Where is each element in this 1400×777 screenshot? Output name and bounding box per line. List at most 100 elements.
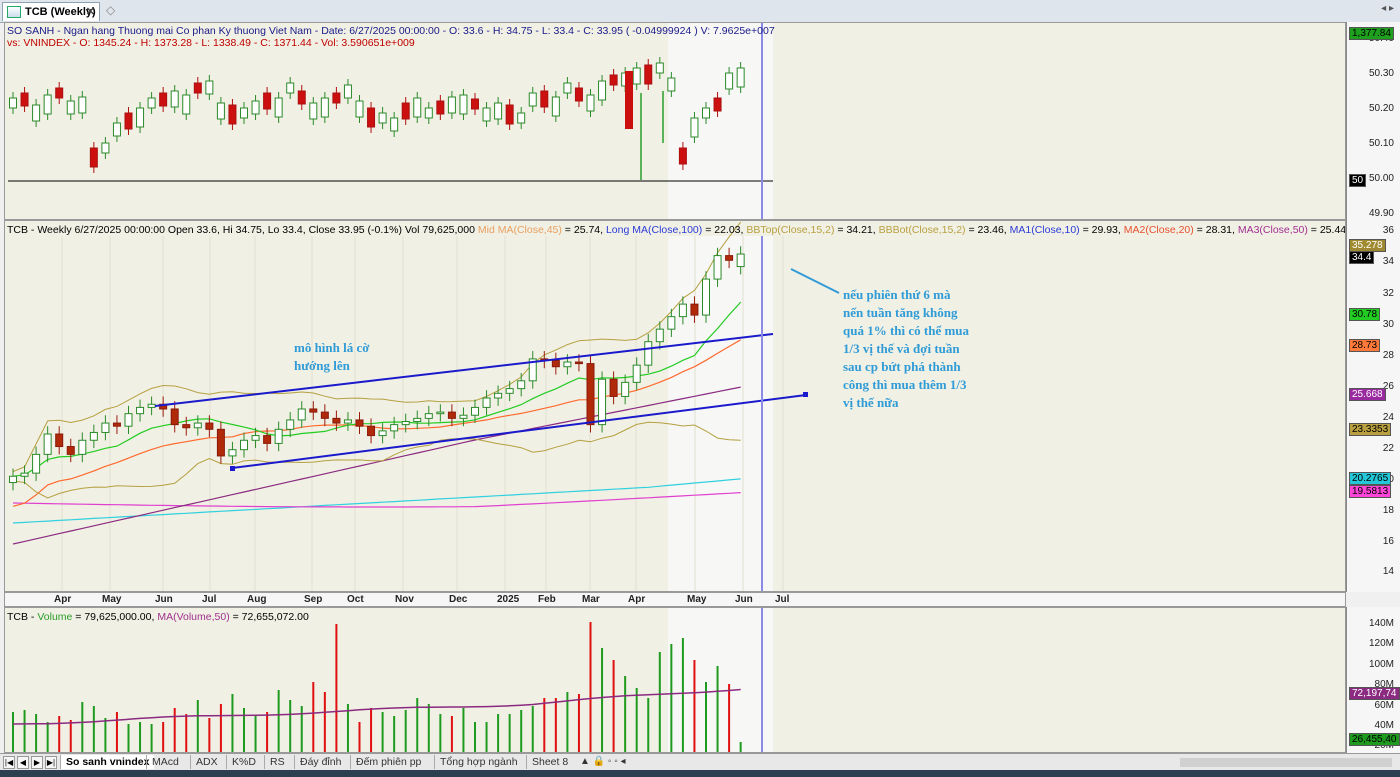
comparison-axis-tick-label: 50.30 (1368, 68, 1394, 79)
price-candle (228, 449, 237, 457)
comparison-candle (447, 96, 456, 114)
sheet-tab[interactable]: Đếm phiên pp (350, 755, 426, 769)
price-candle (574, 361, 583, 365)
comparison-candle (112, 122, 121, 137)
prev-sheet-button[interactable]: ◀ (17, 756, 29, 769)
sheet-tab[interactable]: ADX (190, 755, 223, 769)
price-candle (678, 303, 687, 318)
sheet-tab[interactable]: MAcd (146, 755, 184, 769)
price-header-segment: MA3(Close,50) (1237, 224, 1308, 236)
ma3-line (12, 386, 741, 545)
status-strip (0, 770, 1400, 777)
comparison-candle (205, 80, 214, 95)
month-label: Jun (735, 594, 753, 605)
close-icon[interactable]: ✕ (85, 6, 95, 18)
comparison-candle (424, 107, 433, 119)
price-candle (632, 364, 641, 383)
price-candle (459, 414, 468, 419)
sheet-tab[interactable]: Tổng hợp ngành (434, 755, 523, 769)
sheet-tab[interactable]: RS (264, 755, 290, 769)
price-axis-value-badge: 25.668 (1349, 388, 1386, 401)
time-axis[interactable]: Apr May Jun Jul Aug Sep Oct Nov Dec 2025 Feb Mar Apr… (4, 592, 1346, 607)
trendline-handle (230, 466, 235, 471)
price-axis[interactable]: 36343230282624222018161435.27834.430.782… (1346, 220, 1400, 592)
comparison-candle (355, 100, 364, 118)
month-label: Apr (54, 594, 72, 605)
price-candle (89, 431, 98, 441)
comparison-pane[interactable]: SO SANH - Ngan hang Thuong mai Co phan K… (4, 22, 1346, 220)
price-candle (147, 403, 156, 408)
price-header-segment: MA1(Close,10) (1009, 224, 1080, 236)
volume-header: TCB - Volume = 79,625,000.00, MA(Volume,… (7, 611, 309, 623)
sheet-tab[interactable]: Sheet 8 (526, 755, 573, 769)
month-label: Mar (582, 594, 600, 605)
comparison-candle (170, 90, 179, 108)
price-chart (9, 221, 840, 591)
comparison-candle (274, 97, 283, 118)
price-axis-value-badge: 20.2765 (1349, 472, 1392, 485)
price-candle (436, 411, 445, 415)
comparison-candle (574, 87, 583, 102)
pin-icon[interactable]: ◇ (106, 3, 116, 17)
volume-axis[interactable]: 140M120M100M80M60M40M20M72,197,7426,455,… (1346, 607, 1400, 753)
comparison-candle (193, 82, 202, 94)
comparison-candle (367, 107, 376, 128)
comparison-candle (482, 107, 491, 122)
sheet-tab[interactable]: K%D (226, 755, 261, 769)
first-sheet-button[interactable]: |◀ (3, 756, 15, 769)
month-label: Dec (449, 594, 468, 605)
comparison-candle (586, 94, 595, 112)
volume-axis-value-badge: 72,197,74 (1349, 687, 1400, 700)
comparison-candle (625, 71, 633, 129)
comparison-candle (297, 90, 306, 105)
price-axis-tick-label: 22 (1382, 443, 1394, 454)
comparison-candle (32, 104, 41, 122)
comparison-axis-tick-label: 50.10 (1368, 138, 1394, 149)
trendline-handle (803, 392, 808, 397)
price-axis-value-badge: 30.78 (1349, 308, 1381, 321)
price-axis-value-badge: 28.73 (1349, 339, 1381, 352)
volume-axis-tick-label: 140M (1368, 618, 1394, 629)
price-axis-tick-label: 24 (1382, 412, 1394, 423)
price-axis-tick-label: 28 (1382, 350, 1394, 361)
sheet-tab-bar: |◀ ◀ ▶ ▶| So sanh vnindex MAcd ADX K%D RS Đáy… (0, 753, 1400, 771)
horizontal-scrollbar[interactable] (1180, 758, 1392, 767)
price-candle (112, 422, 121, 427)
comparison-candle (725, 72, 734, 90)
price-pane[interactable]: TCB - Weekly 6/27/2025 00:00:00 Open 33.… (4, 220, 1346, 592)
sheet-tab[interactable]: So sanh vnindex (60, 755, 155, 769)
volume-axis-tick-label: 100M (1368, 659, 1394, 670)
price-candle (263, 435, 272, 444)
volume-pane[interactable]: TCB - Volume = 79,625,000.00, MA(Volume,… (4, 607, 1346, 753)
volume-axis-tick-label: 60M (1374, 700, 1394, 711)
price-candle (355, 419, 364, 427)
sheet-tab[interactable]: Đáy đỉnh (294, 755, 346, 769)
price-header-segment: = 25.74, (561, 224, 606, 236)
price-header-segment: TCB - Weekly 6/27/2025 00:00:00 Open 33.… (7, 224, 478, 236)
comparison-candle (632, 67, 641, 85)
comparison-candle (216, 102, 225, 120)
month-label: 2025 (497, 594, 520, 605)
last-sheet-button[interactable]: ▶| (45, 756, 57, 769)
price-header-segment: = 23.46, (965, 224, 1010, 236)
price-candle (332, 417, 341, 424)
sheet-menu-icons[interactable]: ▲ 🔒 ◦ ◦ ◂ (580, 756, 626, 767)
comparison-candle (702, 107, 710, 119)
tab-tcb-weekly[interactable]: TCB (Weekly) ✕ (2, 2, 100, 21)
price-header-segment: Long MA(Close,100) (605, 224, 703, 236)
comparison-candle (609, 74, 618, 86)
month-label: Nov (395, 594, 414, 605)
comparison-candle (343, 84, 352, 99)
bollinger-bottom-line (12, 421, 741, 499)
comparison-candle (9, 97, 17, 109)
comparison-candle (459, 94, 468, 115)
price-candle (343, 419, 352, 424)
price-candle (725, 255, 734, 261)
tab-scroll-arrows[interactable]: ◂ ▸ (1381, 3, 1394, 14)
comparison-candle (736, 67, 745, 88)
next-sheet-button[interactable]: ▶ (31, 756, 43, 769)
price-axis-tick-label: 34 (1382, 256, 1394, 267)
comparison-candle (147, 97, 156, 109)
